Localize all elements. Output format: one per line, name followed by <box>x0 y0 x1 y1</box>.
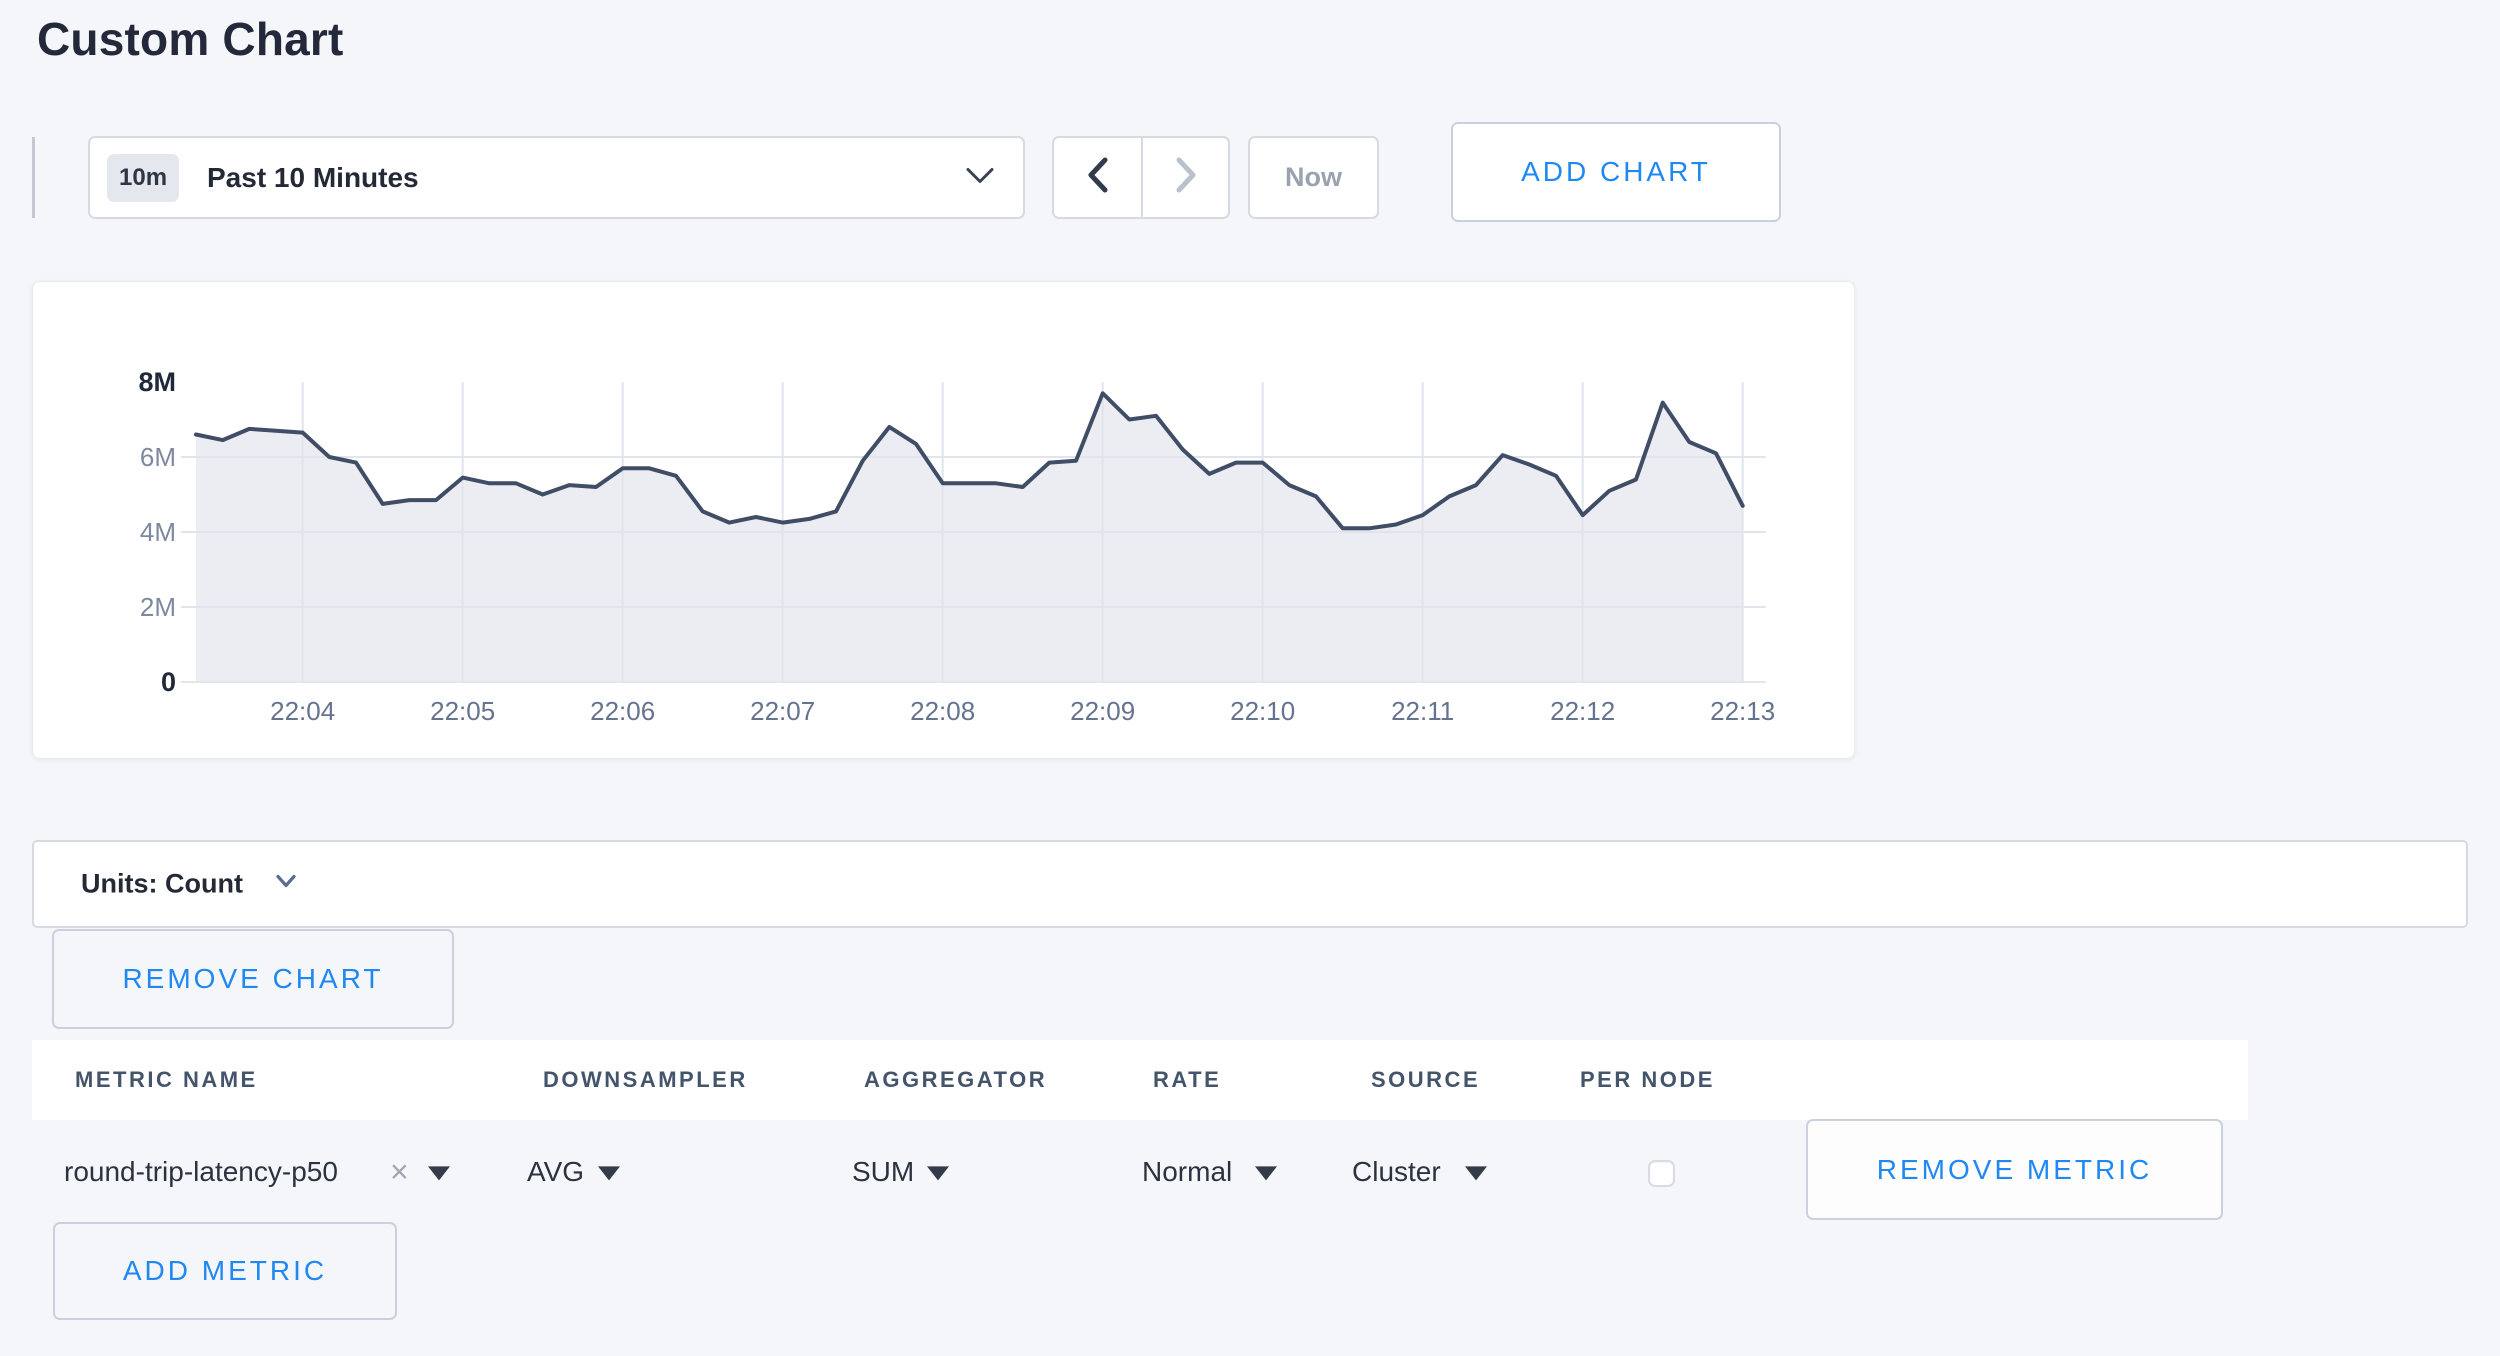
column-header-per-node: PER NODE <box>1580 1067 1715 1092</box>
time-range-label: Past 10 Minutes <box>207 161 419 193</box>
next-time-button[interactable] <box>1141 138 1228 217</box>
rate-value[interactable]: Normal <box>1142 1156 1233 1187</box>
metric-row: round-trip-latency-p50 × AVG SUM Normal … <box>32 1120 2248 1220</box>
svg-text:6M: 6M <box>140 442 176 472</box>
svg-text:22:11: 22:11 <box>1391 696 1454 726</box>
toolbar-divider <box>32 137 35 218</box>
chevron-right-icon <box>1175 157 1197 198</box>
svg-text:22:12: 22:12 <box>1550 696 1615 726</box>
per-node-checkbox[interactable] <box>1648 1160 1675 1187</box>
column-header-metric-name: METRIC NAME <box>75 1067 258 1092</box>
svg-text:22:06: 22:06 <box>590 696 655 726</box>
column-header-downsampler: DOWNSAMPLER <box>543 1067 748 1092</box>
metric-table-header: METRIC NAME DOWNSAMPLER AGGREGATOR RATE … <box>32 1040 2248 1120</box>
page-title: Custom Chart <box>37 13 344 65</box>
chevron-down-icon <box>965 166 995 189</box>
remove-metric-tag-icon[interactable]: × <box>390 1153 409 1190</box>
metric-name-value[interactable]: round-trip-latency-p50 <box>64 1156 338 1187</box>
column-header-rate: RATE <box>1153 1067 1222 1092</box>
source-value[interactable]: Cluster <box>1352 1156 1441 1187</box>
time-step-buttons <box>1052 136 1230 219</box>
svg-text:22:04: 22:04 <box>270 696 335 726</box>
source-dropdown-caret-icon[interactable] <box>1465 1166 1487 1181</box>
chevron-down-icon <box>275 874 297 894</box>
svg-text:22:05: 22:05 <box>430 696 495 726</box>
custom-chart-card: 0 2M 4M 6M 8M 22:04 22:05 22:06 22:07 22:08 22:09 2… <box>32 281 1855 759</box>
remove-metric-button[interactable]: REMOVE METRIC <box>1806 1119 2223 1220</box>
chart-svg: 0 2M 4M 6M 8M 22:04 22:05 22:06 22:07 22:08 22:09 2… <box>138 367 1775 726</box>
svg-text:22:10: 22:10 <box>1230 696 1295 726</box>
column-header-aggregator: AGGREGATOR <box>864 1067 1048 1092</box>
svg-text:22:08: 22:08 <box>910 696 975 726</box>
time-range-select[interactable]: 10m Past 10 Minutes <box>88 136 1025 219</box>
remove-chart-button[interactable]: REMOVE CHART <box>52 929 454 1029</box>
add-metric-button[interactable]: ADD METRIC <box>53 1222 397 1320</box>
column-header-source: SOURCE <box>1371 1067 1481 1092</box>
now-button[interactable]: Now <box>1248 136 1379 219</box>
prev-time-button[interactable] <box>1054 138 1141 217</box>
svg-text:8M: 8M <box>138 367 176 397</box>
svg-text:22:07: 22:07 <box>750 696 815 726</box>
svg-text:22:13: 22:13 <box>1710 696 1775 726</box>
metric-name-dropdown-caret-icon[interactable] <box>428 1166 450 1181</box>
time-range-badge: 10m <box>107 153 180 202</box>
downsampler-dropdown-caret-icon[interactable] <box>598 1166 620 1181</box>
chevron-left-icon <box>1087 157 1109 198</box>
svg-text:22:09: 22:09 <box>1070 696 1135 726</box>
downsampler-value[interactable]: AVG <box>527 1156 585 1187</box>
aggregator-dropdown-caret-icon[interactable] <box>927 1166 949 1181</box>
aggregator-value[interactable]: SUM <box>852 1156 915 1187</box>
units-select[interactable]: Units: Count <box>32 840 2468 928</box>
svg-text:2M: 2M <box>140 592 176 622</box>
units-label: Units: Count <box>81 868 243 899</box>
add-chart-button[interactable]: ADD CHART <box>1451 122 1781 222</box>
rate-dropdown-caret-icon[interactable] <box>1255 1166 1277 1181</box>
svg-text:4M: 4M <box>140 517 176 547</box>
svg-text:0: 0 <box>161 667 176 697</box>
